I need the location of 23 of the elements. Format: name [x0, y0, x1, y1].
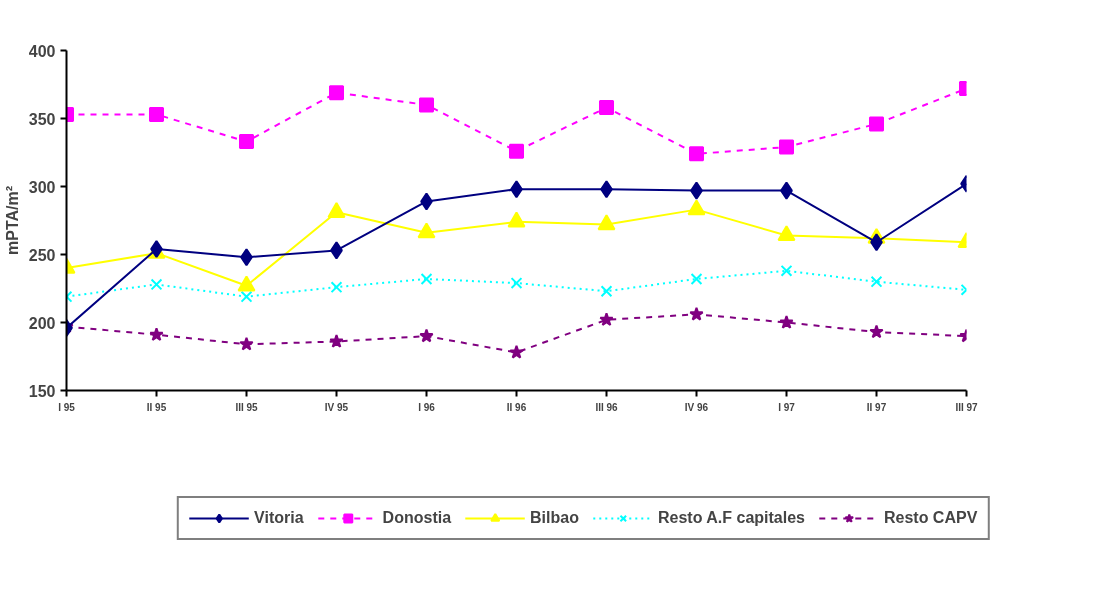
x-tick-label: III 97: [955, 401, 979, 413]
y-tick-label: 150: [28, 382, 56, 400]
y-tick-label: 400: [28, 42, 56, 60]
legend-label: Bilbao: [530, 508, 579, 527]
legend-label: Donostia: [382, 508, 452, 527]
y-axis-title: mPTA/m²: [3, 185, 21, 256]
legend-label: Resto A.F capitales: [657, 508, 805, 527]
x-tick-label: II 97: [866, 401, 887, 413]
y-tick-label: 200: [28, 314, 56, 332]
x-tick-label: IV 95: [324, 401, 349, 413]
legend-label: Resto CAPV: [883, 508, 978, 527]
x-tick-label: III 95: [235, 401, 259, 413]
x-tick-label: II 96: [506, 401, 527, 413]
x-tick-label: I 96: [418, 401, 436, 413]
y-tick-label: 250: [28, 246, 56, 264]
y-tick-label: 300: [28, 178, 56, 196]
x-tick-label: III 96: [595, 401, 619, 413]
legend-label: Vitoria: [254, 508, 304, 527]
y-tick-label: 350: [28, 110, 56, 128]
x-tick-label: I 95: [58, 401, 76, 413]
x-tick-label: IV 96: [684, 401, 709, 413]
x-tick-label: II 95: [146, 401, 167, 413]
x-tick-label: I 97: [778, 401, 796, 413]
